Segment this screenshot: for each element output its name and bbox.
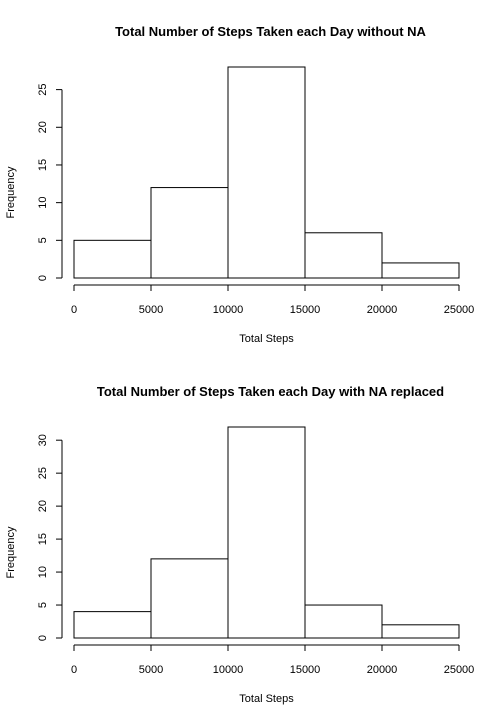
x-tick-label: 20000 [367,304,398,316]
x-tick-label: 25000 [444,304,475,316]
x-tick-label: 20000 [367,664,398,676]
histogram-without-na: Total Number of Steps Taken each Day wit… [5,24,474,345]
histogram-with-na-replaced: Total Number of Steps Taken each Day wit… [5,384,474,705]
y-tick-label: 0 [37,275,49,281]
x-axis-label: Total Steps [239,333,294,345]
histogram-bar [227,426,306,639]
histogram-bar [227,66,306,279]
y-tick-label: 15 [37,159,49,171]
histogram-bar [304,604,383,639]
x-tick-label: 0 [71,304,77,316]
y-tick-label: 5 [37,237,49,243]
x-tick-label: 5000 [139,664,163,676]
x-axis-label: Total Steps [239,693,294,705]
y-tick-label: 10 [37,566,49,578]
x-tick-label: 10000 [213,664,244,676]
y-tick-label: 25 [37,83,49,95]
y-tick-label: 15 [37,533,49,545]
x-tick-label: 10000 [213,304,244,316]
y-tick-label: 0 [37,635,49,641]
histogram-bar [304,232,383,279]
y-axis-label: Frequency [5,526,17,578]
histogram-bar [150,558,229,639]
y-tick-label: 30 [37,434,49,446]
x-tick-label: 5000 [139,304,163,316]
x-tick-label: 15000 [290,664,321,676]
histogram-bar [150,187,229,279]
chart-title: Total Number of Steps Taken each Day wit… [97,384,444,399]
y-axis-label: Frequency [5,166,17,218]
histogram-bar [381,624,460,639]
histogram-bar [73,239,152,279]
y-tick-label: 25 [37,467,49,479]
histogram-bar [73,611,152,639]
x-tick-label: 15000 [290,304,321,316]
histogram-bar [381,262,460,279]
y-tick-label: 10 [37,197,49,209]
y-tick-label: 20 [37,121,49,133]
chart-title: Total Number of Steps Taken each Day wit… [115,24,426,39]
y-tick-label: 5 [37,602,49,608]
x-tick-label: 0 [71,664,77,676]
x-tick-label: 25000 [444,664,475,676]
y-tick-label: 20 [37,500,49,512]
